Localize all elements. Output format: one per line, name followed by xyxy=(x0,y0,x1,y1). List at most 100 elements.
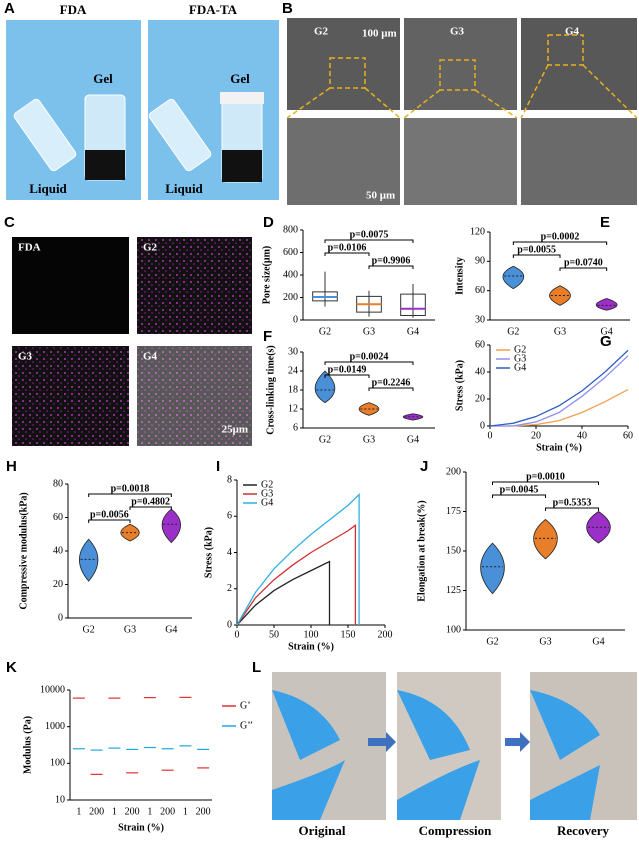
photo-title: FDA xyxy=(18,242,41,254)
x-tick-label: 200 xyxy=(125,806,140,817)
line xyxy=(490,355,629,427)
chart: H 0 20 40 60 80 G2 G3 G4 Compressive modulus(kPa)… xyxy=(6,458,192,635)
photo-title: G4 xyxy=(565,26,580,38)
y-tick-label: 0 xyxy=(58,612,63,623)
x-tick-label: 1 xyxy=(76,806,81,817)
photo-title: G2 xyxy=(143,242,158,254)
p-value: p=0.0740 xyxy=(564,257,603,268)
panel-letter: H xyxy=(6,458,17,475)
scale-bar: 50 μm xyxy=(366,190,395,202)
vial xyxy=(13,98,77,172)
p-value: p=0.2246 xyxy=(372,377,411,388)
y-tick-label: 10000 xyxy=(40,684,65,695)
x-axis-label: Strain (%) xyxy=(288,641,334,652)
photo-title: FDA-TA xyxy=(189,2,238,17)
y-tick-label: 30 xyxy=(475,314,485,325)
y-tick-label: 600 xyxy=(283,247,298,258)
x-tick-label: G4 xyxy=(601,326,613,337)
x-tick-label: G4 xyxy=(592,636,604,647)
x-tick-label: 1 xyxy=(112,806,117,817)
p-value: p=0.0106 xyxy=(328,242,367,253)
significance-bracket xyxy=(129,506,172,510)
vial-gel xyxy=(85,150,125,180)
x-tick-label: 0 xyxy=(488,430,493,441)
p-value: p=0.5353 xyxy=(553,497,592,508)
arrow xyxy=(505,732,530,752)
vial xyxy=(148,98,212,172)
significance-bracket xyxy=(88,519,131,523)
x-tick-label: 50 xyxy=(269,629,279,640)
scale-bar: 100 μm xyxy=(362,28,397,40)
chart: K 10 100 1000 10000 1 200 1 200 1 200 1 200 Strain (%… xyxy=(6,659,253,833)
y-axis-label: Pore size(μm) xyxy=(261,246,272,305)
zoom-box xyxy=(286,34,638,119)
y-tick-label: 100 xyxy=(50,758,65,769)
legend-label: G2 xyxy=(261,479,273,490)
x-tick-label: G4 xyxy=(407,326,419,337)
panel-letter: F xyxy=(263,328,272,345)
caption: Recovery xyxy=(557,823,609,838)
arrow xyxy=(368,732,396,752)
line xyxy=(236,524,357,626)
legend-label: G’’ xyxy=(240,720,253,731)
sem-image xyxy=(521,18,637,110)
y-tick-label: 24 xyxy=(288,365,298,376)
line xyxy=(490,388,629,427)
significance-bracket xyxy=(512,241,608,245)
y-tick-label: 200 xyxy=(446,466,461,477)
p-value: p=0.0075 xyxy=(350,229,389,240)
glove xyxy=(397,690,480,820)
panel-letter: D xyxy=(263,214,274,231)
vial-cap xyxy=(220,92,264,104)
significance-bracket xyxy=(368,265,414,269)
y-tick-label: 8 xyxy=(227,474,232,485)
violin xyxy=(533,518,558,560)
x-tick-label: 200 xyxy=(378,629,393,640)
photo-title: G4 xyxy=(143,351,158,363)
x-tick-label: G3 xyxy=(539,636,551,647)
x-tick-label: 0 xyxy=(235,629,240,640)
caption: Compression xyxy=(419,823,492,838)
fluorescence-image xyxy=(137,237,252,334)
y-tick-label: 10 xyxy=(55,794,65,805)
chart: E 30 60 90 120 G2 G3 G4 Intensity p=0.0002 p=0.005… xyxy=(454,214,630,337)
p-value: p=0.0056 xyxy=(90,509,129,520)
chart: F 6 12 18 24 30 G2 G3 G4 Cross-linking time(s) p=0… xyxy=(263,328,435,445)
significance-bracket xyxy=(324,374,370,378)
x-tick-label: G2 xyxy=(486,636,498,647)
photo-title: G2 xyxy=(314,26,329,38)
x-tick-label: G3 xyxy=(363,434,375,445)
y-tick-label: 60 xyxy=(53,512,63,523)
panel-letter: C xyxy=(4,214,15,231)
x-tick-label: G2 xyxy=(319,434,331,445)
y-tick-label: 6 xyxy=(227,511,232,522)
x-tick-label: 60 xyxy=(623,430,633,441)
y-tick-label: 0 xyxy=(227,619,232,630)
x-tick-label: 100 xyxy=(304,629,319,640)
y-tick-label: 30 xyxy=(288,346,298,357)
y-tick-label: 400 xyxy=(283,269,298,280)
legend-label: G4 xyxy=(261,497,273,508)
panel-l: L Original Compression Recovery xyxy=(252,659,637,838)
sem-image xyxy=(404,18,517,110)
panel-letter: A xyxy=(4,0,15,17)
violin xyxy=(314,370,336,404)
panel-a: A FDA FDA-TA Gel Liquid Gel Liquid xyxy=(4,0,279,200)
panel-letter: B xyxy=(282,0,293,17)
y-axis-label: Intensity xyxy=(454,257,465,295)
photo-title: G3 xyxy=(450,26,465,38)
panel-letter: E xyxy=(600,214,610,231)
scale-bar: 25μm xyxy=(222,424,248,436)
chart: D 0 200 400 600 800 G2 G3 G4 Pore size(μm) p=0.007… xyxy=(261,214,435,337)
x-tick-label: 150 xyxy=(341,629,356,640)
y-tick-label: 1000 xyxy=(45,721,65,732)
violin xyxy=(161,508,181,544)
p-value: p=0.0010 xyxy=(526,471,565,482)
x-tick-label: G2 xyxy=(507,326,519,337)
box xyxy=(400,293,426,316)
panel-letter: G xyxy=(600,333,612,350)
violin xyxy=(595,298,618,311)
panel-letter: K xyxy=(6,659,17,676)
